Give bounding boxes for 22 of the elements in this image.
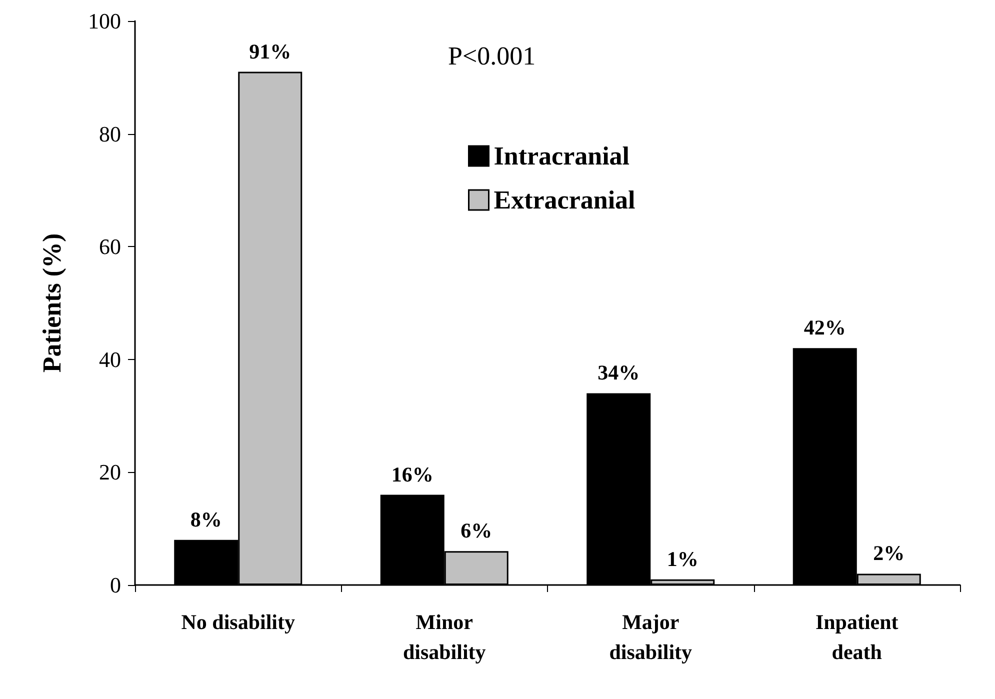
legend-label: Intracranial	[494, 142, 630, 170]
x-tick-label: Major disability	[609, 610, 693, 664]
data-label: 34%	[598, 360, 640, 385]
data-label: 6%	[460, 518, 492, 543]
data-label: 1%	[666, 546, 698, 571]
x-tick-label: No disability	[181, 610, 296, 634]
data-label: 2%	[873, 541, 905, 566]
x-tick-label: Minor disability	[402, 610, 486, 664]
y-tick-label: 20	[99, 460, 121, 485]
y-tick-label: 40	[99, 346, 121, 372]
y-tick-label: 80	[99, 121, 121, 146]
y-axis-title: Patients (%)	[38, 233, 66, 373]
legend-label: Extracranial	[494, 186, 636, 214]
data-label: 42%	[804, 316, 846, 340]
annotation: P<0.001	[448, 42, 536, 70]
data-label: 91%	[249, 39, 292, 64]
data-label: 8%	[190, 507, 222, 532]
y-tick-label: 100	[88, 8, 121, 34]
y-tick-label: 0	[110, 572, 121, 598]
data-label: 16%	[391, 462, 434, 486]
x-tick-label: Inpatient death	[815, 610, 898, 664]
y-tick-label: 60	[99, 234, 121, 260]
